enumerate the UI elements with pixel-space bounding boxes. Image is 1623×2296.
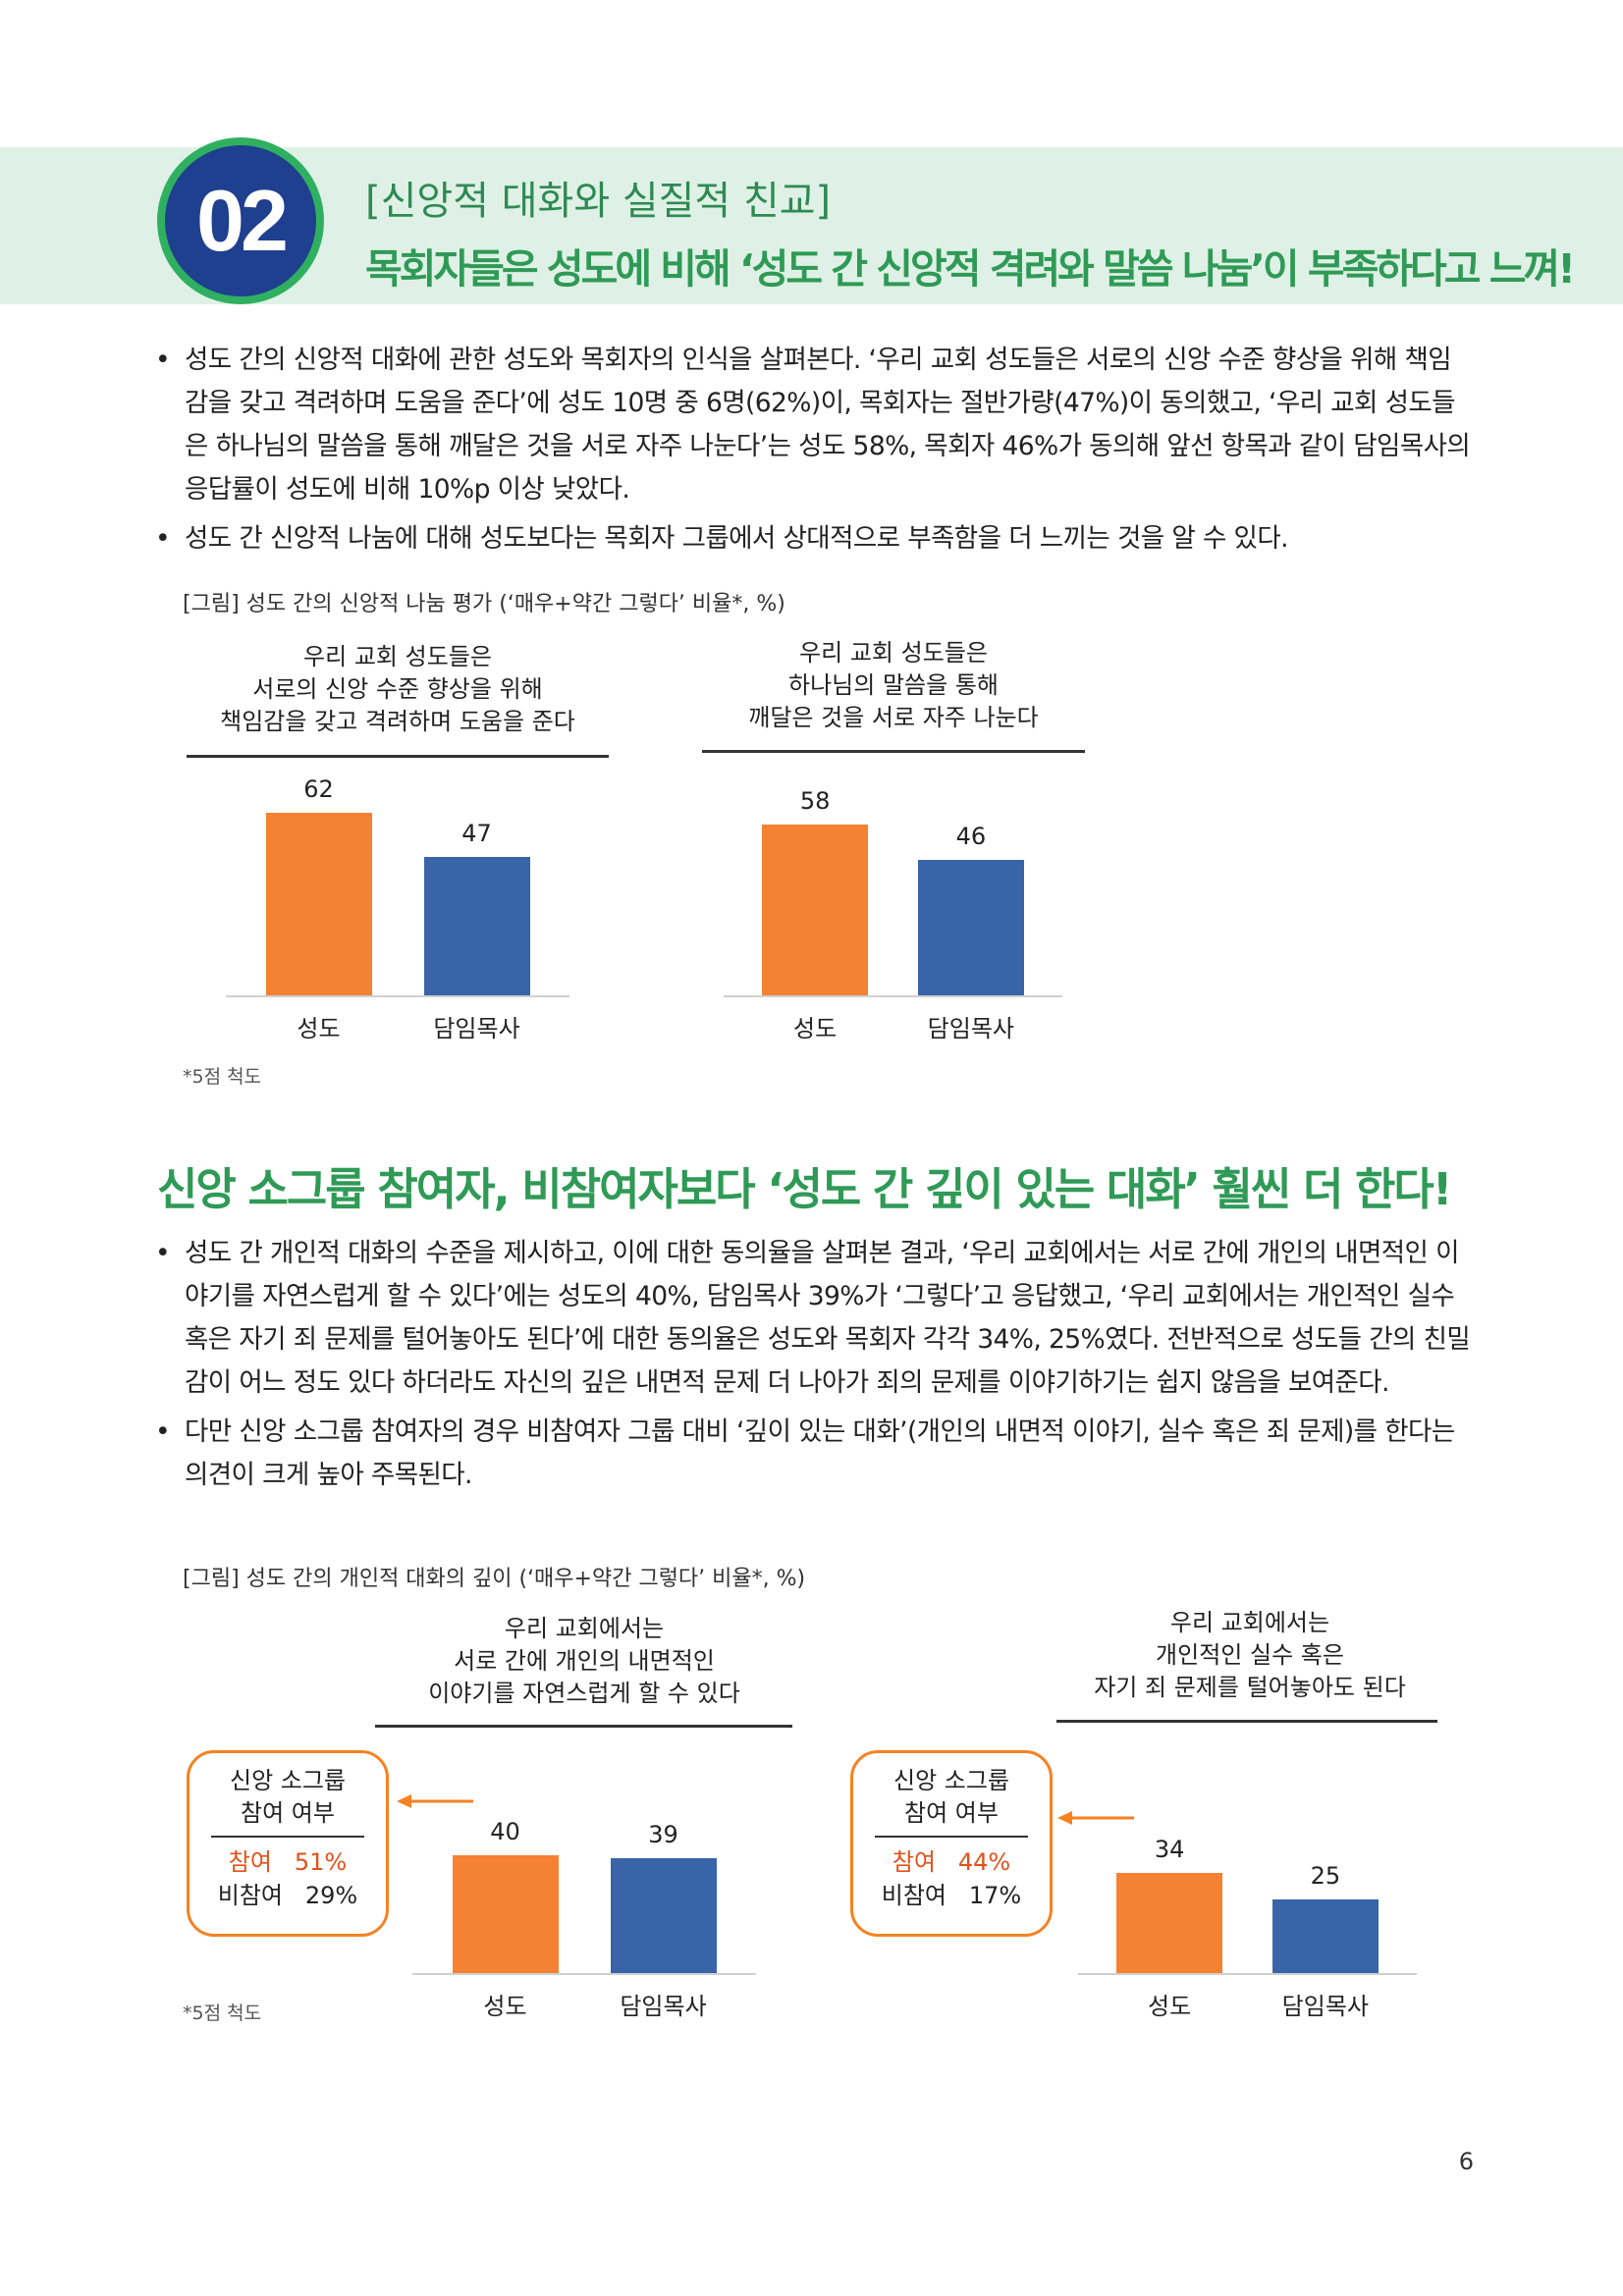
chart2-title-line-1: 우리 교회 성도들은 (799, 639, 988, 667)
callout2-title-line-2: 참여 여부 (904, 1799, 999, 1827)
callout2-participant-value: 44% (957, 1848, 1011, 1876)
callout1-divider (211, 1836, 364, 1838)
chart-category-label: 담임목사 (433, 1015, 520, 1042)
header-subtitle: [신앙적 대화와 실질적 친교] (365, 179, 832, 224)
chart4-title-line-3: 자기 죄 문제를 털어놓아도 된다 (1094, 1674, 1406, 1701)
chart-value-label: 34 (1154, 1836, 1185, 1863)
chart1-title-line-2: 서로의 신앙 수준 향상을 위해 (252, 675, 543, 703)
chart-value-label: 47 (461, 820, 492, 847)
callout2-title: 신앙 소그룹 참여 여부 (853, 1765, 1050, 1830)
chart-value-label: 62 (303, 775, 334, 803)
chart-bar-pastor (423, 857, 530, 995)
chart2-title-line-3: 깨달은 것을 서로 자주 나눈다 (748, 704, 1039, 731)
chart-value-label: 40 (490, 1818, 520, 1845)
callout2-row-participant: 참여 44% (853, 1845, 1050, 1879)
chart-value-label: 46 (955, 823, 987, 850)
section1-bullet-1: 성도 간의 신앙적 대화에 관한 성도와 목회자의 인식을 살펴본다. ‘우리 … (155, 339, 1473, 511)
chart3-title: 우리 교회에서는 서로 간에 개인의 내면적인 이야기를 자연스럽게 할 수 있… (393, 1613, 776, 1710)
chart-axis-baseline (226, 995, 569, 997)
chart2: 58 성도 46 담임목사 (724, 785, 1062, 1042)
callout2-participant-label: 참여 (892, 1848, 936, 1876)
callout1-nonparticipant-label: 비참여 (217, 1882, 283, 1909)
section-number: 02 (196, 172, 289, 269)
chart-bar-saint (762, 825, 869, 995)
chart-category-label: 담임목사 (1281, 1993, 1369, 2020)
chart2-title-line-2: 하나님의 말씀을 통해 (788, 671, 999, 699)
section2-title: 신앙 소그룹 참여자, 비참여자보다 ‘성도 간 깊이 있는 대화’ 훨씬 더 … (157, 1163, 1452, 1215)
callout2-row-nonparticipant: 비참여 17% (853, 1879, 1050, 1912)
chart-value-label: 58 (799, 787, 831, 815)
chart1-title-line-3: 책임감을 갖고 격려하며 도움을 준다 (220, 708, 575, 735)
chart1-title-line-1: 우리 교회 성도들은 (303, 643, 492, 670)
section2-bullet-1: 성도 간 개인적 대화의 수준을 제시하고, 이에 대한 동의율을 살펴본 결과… (155, 1232, 1473, 1405)
section-number-badge: 02 (157, 137, 324, 304)
callout2-title-line-1: 신앙 소그룹 (893, 1767, 1010, 1794)
chart-axis-baseline (1078, 1973, 1417, 1975)
callout1-arrow-icon (397, 1794, 473, 1808)
chart3: 40 성도 39 담임목사 (412, 1757, 756, 2020)
figure2-caption: [그림] 성도 간의 개인적 대화의 깊이 (‘매우+약간 그렇다’ 비율*, … (183, 1567, 806, 1591)
chart-bar-pastor (610, 1858, 717, 1973)
figure2-footnote: *5점 척도 (183, 2002, 262, 2024)
chart3-title-line-3: 이야기를 자연스럽게 할 수 있다 (428, 1680, 740, 1707)
callout1-title-line-2: 참여 여부 (241, 1799, 335, 1827)
chart3-title-rule (375, 1725, 792, 1728)
callout1-title-line-1: 신앙 소그룹 (229, 1767, 347, 1794)
chart3-title-line-1: 우리 교회에서는 (504, 1615, 665, 1642)
chart4-title-line-2: 개인적인 실수 혹은 (1156, 1641, 1344, 1669)
chart-axis-baseline (412, 1973, 756, 1975)
chart-category-label: 담임목사 (927, 1015, 1014, 1042)
chart4-title-rule (1056, 1720, 1437, 1723)
header-title: 목회자들은 성도에 비해 ‘성도 간 신앙적 격려와 말씀 나눔’이 부족하다고… (365, 245, 1576, 293)
chart-category-label: 성도 (1148, 1993, 1192, 2020)
chart4: 34 성도 25 담임목사 (1078, 1757, 1417, 2020)
chart-category-label: 담임목사 (620, 1993, 707, 2020)
callout2-nonparticipant-value: 17% (968, 1882, 1022, 1909)
chart1: 62 성도 47 담임목사 (226, 775, 569, 1042)
chart-bar-saint (265, 813, 372, 995)
page-number: 6 (1458, 2148, 1474, 2175)
chart4-title-line-1: 우리 교회에서는 (1169, 1609, 1330, 1636)
chart3-title-line-2: 서로 간에 개인의 내면적인 (454, 1647, 715, 1675)
callout-small-group-2: 신앙 소그룹 참여 여부 참여 44% 비참여 17% (850, 1750, 1053, 1937)
chart1-title-rule (187, 755, 609, 758)
callout1-nonparticipant-value: 29% (304, 1882, 358, 1909)
callout2-arrow-icon (1057, 1811, 1134, 1825)
chart-category-label: 성도 (793, 1015, 838, 1042)
figure1-footnote: *5점 척도 (183, 1066, 262, 1088)
section2-body: 성도 간 개인적 대화의 수준을 제시하고, 이에 대한 동의율을 살펴본 결과… (155, 1232, 1473, 1497)
chart-value-label: 39 (648, 1821, 678, 1848)
chart-bar-pastor (917, 860, 1024, 995)
chart-category-label: 성도 (297, 1015, 341, 1042)
chart4-title: 우리 교회에서는 개인적인 실수 혹은 자기 죄 문제를 털어놓아도 된다 (1058, 1607, 1441, 1704)
callout1-participant-value: 51% (294, 1848, 348, 1876)
chart-value-label: 25 (1310, 1862, 1341, 1890)
section1-body: 성도 간의 신앙적 대화에 관한 성도와 목회자의 인식을 살펴본다. ‘우리 … (155, 339, 1473, 561)
chart-bar-saint (452, 1855, 559, 1973)
section2-bullet-2: 다만 신앙 소그룹 참여자의 경우 비참여자 그룹 대비 ‘깊이 있는 대화’(… (155, 1411, 1473, 1497)
callout1-participant-label: 참여 (228, 1848, 272, 1876)
chart-category-label: 성도 (483, 1993, 527, 2020)
figure1-caption: [그림] 성도 간의 신앙적 나눔 평가 (‘매우+약간 그렇다’ 비율*, %… (183, 592, 785, 616)
chart2-title-rule (702, 750, 1085, 753)
callout1-row-nonparticipant: 비참여 29% (189, 1879, 386, 1912)
chart-bar-pastor (1271, 1899, 1379, 1973)
section1-bullet-2: 성도 간 신앙적 나눔에 대해 성도보다는 목회자 그룹에서 상대적으로 부족함… (155, 517, 1473, 561)
callout1-title: 신앙 소그룹 참여 여부 (189, 1765, 386, 1830)
callout2-nonparticipant-label: 비참여 (881, 1882, 947, 1909)
chart-bar-saint (1116, 1873, 1223, 1973)
chart1-title: 우리 교회 성도들은 서로의 신앙 수준 향상을 위해 책임감을 갖고 격려하며… (187, 641, 609, 738)
callout-small-group-1: 신앙 소그룹 참여 여부 참여 51% 비참여 29% (187, 1750, 389, 1937)
callout1-row-participant: 참여 51% (189, 1845, 386, 1879)
callout2-divider (875, 1836, 1028, 1838)
chart2-title: 우리 교회 성도들은 하나님의 말씀을 통해 깨달은 것을 서로 자주 나눈다 (702, 637, 1085, 734)
chart-axis-baseline (724, 995, 1062, 997)
